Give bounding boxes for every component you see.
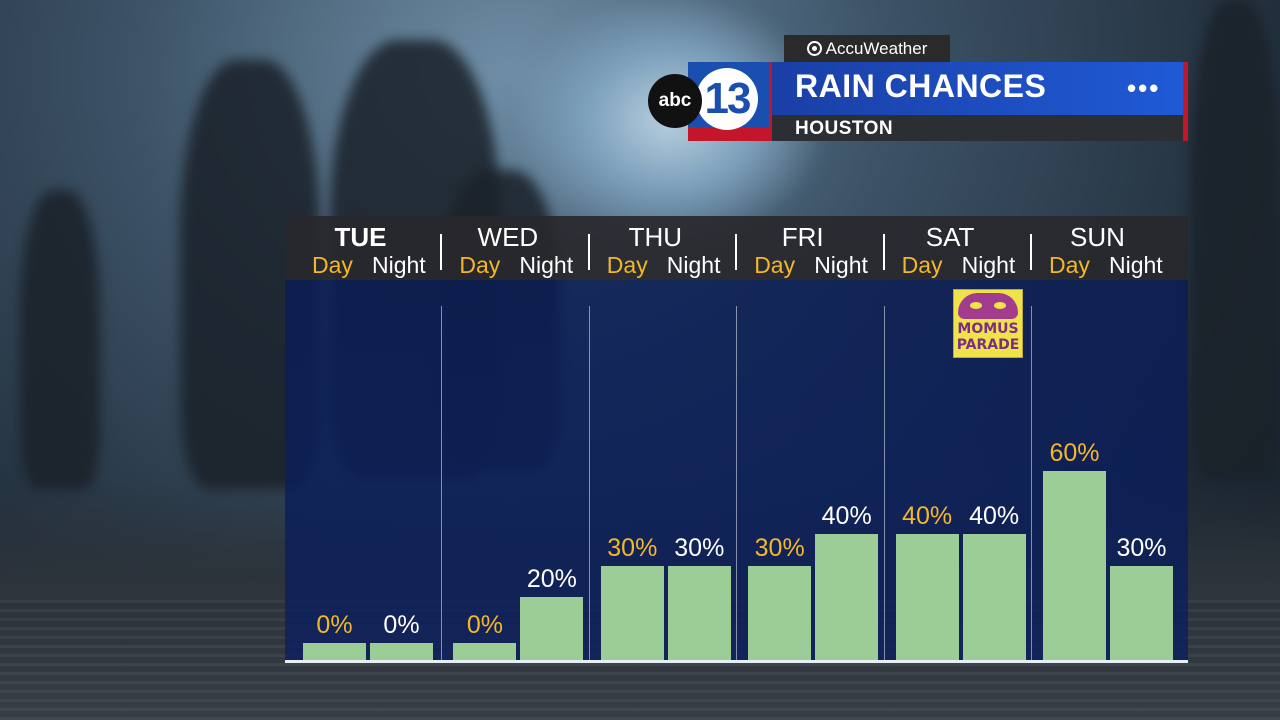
day-column-divider xyxy=(588,306,590,660)
night-period-label: Night xyxy=(666,252,721,278)
rain-label-tue-night: 0% xyxy=(383,611,420,639)
day-name: THU xyxy=(628,222,683,252)
momus-parade-badge: MOMUS PARADE xyxy=(953,289,1023,358)
day-column-divider xyxy=(441,306,443,660)
day-period-label: Day xyxy=(901,252,943,278)
day-name: TUE xyxy=(334,222,387,252)
event-badge-line1: MOMUS xyxy=(957,321,1019,337)
rain-label-sat-night: 40% xyxy=(969,502,1020,530)
logo-red-stripe xyxy=(688,127,769,141)
mardi-gras-mask-icon xyxy=(958,293,1018,319)
night-period-label: Night xyxy=(519,252,574,278)
night-period-label: Night xyxy=(1109,252,1163,278)
day-name: SAT xyxy=(925,222,975,252)
event-badge-line2: PARADE xyxy=(956,337,1020,353)
location-label: HOUSTON xyxy=(795,118,894,139)
rain-bar-tue-night xyxy=(370,643,433,660)
accuweather-label: AccuWeather xyxy=(825,38,928,58)
rain-label-wed-night: 20% xyxy=(526,565,577,593)
day-name: FRI xyxy=(781,222,824,252)
rain-label-sun-night: 30% xyxy=(1116,533,1167,562)
mask-eye-left xyxy=(970,302,982,309)
rain-label-sun-day: 60% xyxy=(1049,439,1100,467)
day-header-separator xyxy=(735,234,738,270)
day-header-separator xyxy=(587,234,590,270)
day-column-divider xyxy=(736,306,738,660)
chart-baseline xyxy=(285,660,1188,663)
rain-bar-wed-night xyxy=(520,597,584,660)
subtitle-bar xyxy=(769,115,1183,141)
rain-bar-sat-night xyxy=(962,534,1026,660)
day-period-label: Day xyxy=(459,252,501,278)
day-header-sat: SAT Day Night xyxy=(877,216,1024,280)
title-bar-accent xyxy=(1183,62,1188,141)
rain-label-fri-day: 30% xyxy=(754,533,805,562)
night-period-label: Night xyxy=(814,252,868,278)
sun-icon xyxy=(806,41,822,56)
rain-bar-thu-night xyxy=(667,565,731,660)
graphic-title: RAIN CHANCES xyxy=(795,68,1047,104)
rain-bar-wed-day xyxy=(453,643,517,660)
background-person xyxy=(20,190,100,490)
mask-eye-right xyxy=(994,302,1006,309)
title-bar xyxy=(769,62,1185,115)
rain-bar-sun-night xyxy=(1110,565,1173,660)
rain-bar-fri-night xyxy=(815,534,879,660)
rain-label-thu-day: 30% xyxy=(607,533,658,562)
rain-bar-tue-day xyxy=(303,643,366,660)
day-header-thu: THU Day Night xyxy=(582,216,729,280)
rain-bar-sat-day xyxy=(895,534,959,660)
more-dots-icon: ••• xyxy=(1127,73,1161,103)
event-badge-text: MOMUS PARADE xyxy=(954,321,1022,353)
rain-label-sat-day: 40% xyxy=(902,502,953,530)
day-period-label: Day xyxy=(754,252,796,278)
night-period-label: Night xyxy=(372,252,426,278)
day-period-label: Day xyxy=(606,252,648,278)
channel-logo: 13 xyxy=(688,62,772,141)
rain-label-tue-day: 0% xyxy=(316,611,353,639)
rain-bar-thu-day xyxy=(600,565,664,660)
abc-logo: abc xyxy=(648,74,702,128)
rain-label-fri-night: 40% xyxy=(821,502,872,530)
night-period-label: Night xyxy=(961,252,1016,278)
rain-label-wed-day: 0% xyxy=(466,611,503,639)
rain-label-thu-night: 30% xyxy=(674,533,725,562)
day-header-wed: WED Day Night xyxy=(434,216,581,280)
day-header-separator xyxy=(1030,234,1032,270)
day-column-divider xyxy=(883,306,885,660)
day-header-tue: TUE Day Night xyxy=(287,216,434,280)
rain-bar-sun-day xyxy=(1043,471,1106,660)
channel-number: 13 xyxy=(696,68,758,130)
rain-bar-fri-day xyxy=(748,565,812,660)
day-header-separator xyxy=(882,234,885,270)
day-header-sun: SUN Day Night xyxy=(1024,216,1171,280)
day-column-divider xyxy=(1031,306,1032,660)
day-period-label: Day xyxy=(312,252,353,278)
day-header-fri: FRI Day Night xyxy=(729,216,876,280)
accuweather-tag: AccuWeather xyxy=(784,35,950,62)
day-name: WED xyxy=(477,222,539,252)
day-header-separator xyxy=(440,234,443,270)
background-person xyxy=(1190,0,1280,480)
day-name: SUN xyxy=(1070,222,1125,252)
day-period-label: Day xyxy=(1049,252,1090,278)
